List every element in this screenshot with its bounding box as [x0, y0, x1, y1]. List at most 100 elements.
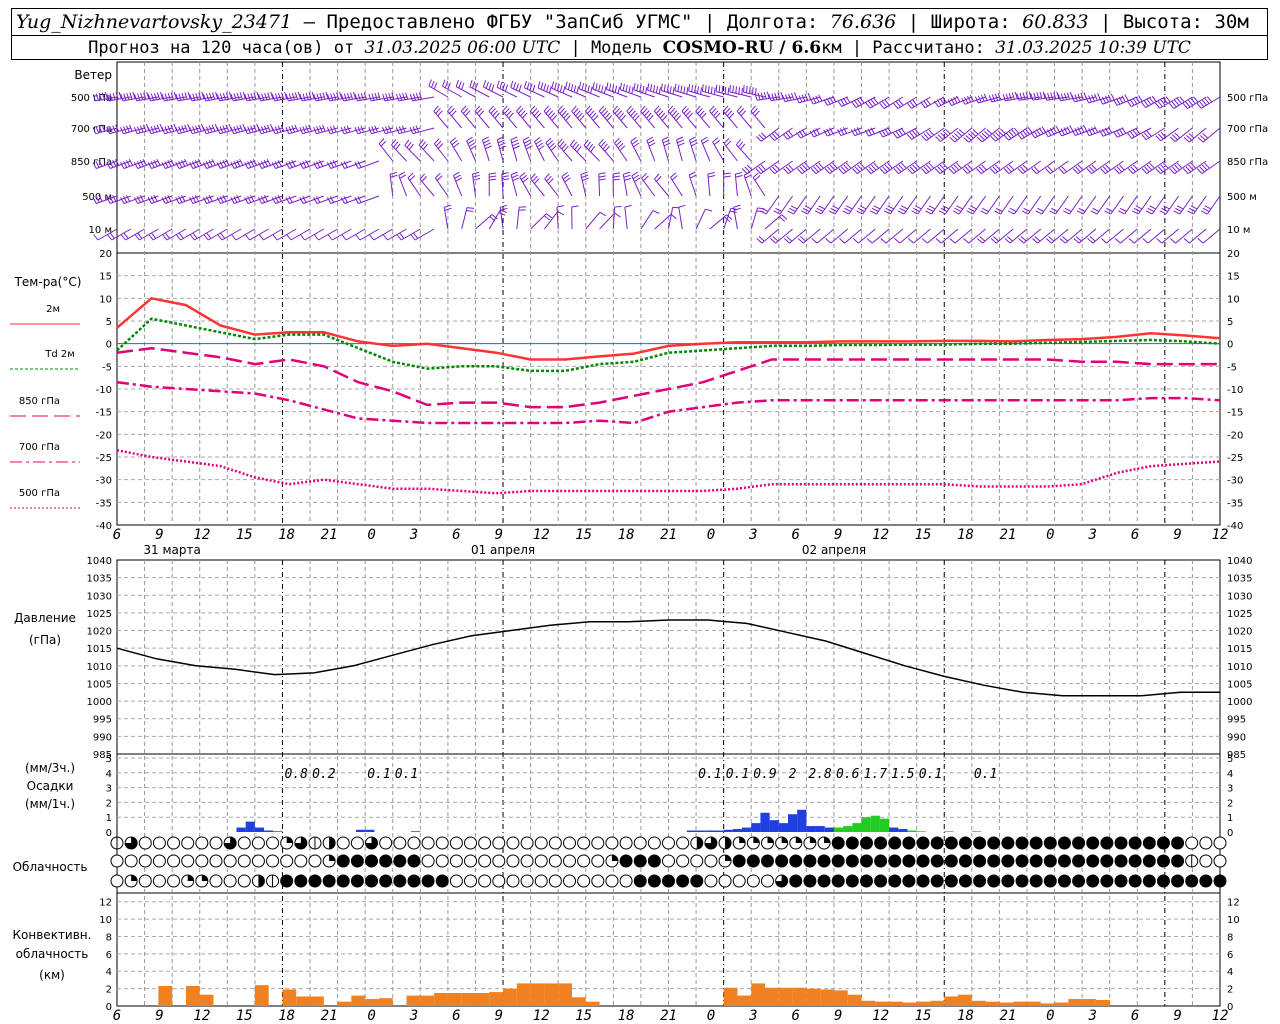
cloud-cover-symbol [718, 836, 732, 850]
cloud-overcast [1057, 874, 1071, 888]
cloud-quarter [809, 837, 816, 843]
wind-barb-feather [814, 210, 822, 215]
wind-barb [1128, 228, 1152, 244]
cloud-overcast [407, 854, 421, 868]
wind-barb-feather [1185, 166, 1192, 173]
wind-barb-feather [175, 234, 182, 241]
wind-barb-feather [630, 137, 637, 142]
x-tick: 15 [915, 527, 932, 543]
wind-barb-shaft [433, 143, 449, 162]
wind-barb-feather [909, 132, 915, 139]
wind-barb-feather [412, 126, 417, 134]
wind-barb-feather [233, 161, 238, 168]
wind-barb [640, 210, 660, 230]
x-tick-bottom: 6 [113, 1008, 121, 1024]
wind-barb-feather [655, 86, 659, 94]
wind-barb-feather [658, 87, 661, 95]
wind-barb-feather [228, 91, 233, 99]
wind-barb-feather [967, 164, 974, 171]
precip-bar [254, 827, 265, 832]
wind-barb [892, 127, 917, 139]
wind-barb-feather [713, 87, 716, 95]
wind-barb-feather [501, 172, 509, 175]
wind-barb-shaft [330, 127, 352, 135]
wind-barb-feather [1032, 238, 1039, 244]
wind-barb-feather [164, 161, 169, 168]
wind-barb-feather [95, 161, 100, 168]
precip-bar [732, 829, 743, 832]
wind-barb [626, 105, 642, 129]
wind-barb-feather [147, 127, 152, 134]
wind-barb-feather [879, 168, 886, 174]
wind-barb-feather [561, 171, 568, 177]
wind-barb-feather [666, 85, 669, 93]
precip-bar [889, 827, 899, 832]
conv-tick-right: 8 [1227, 932, 1233, 943]
cloud-quarter [781, 837, 788, 843]
wind-barb-feather [153, 195, 158, 202]
wind-barb-feather [1099, 97, 1104, 105]
cloud-cover-symbol [831, 836, 845, 850]
cloud-clear [237, 836, 251, 850]
wind-barb-feather [1104, 127, 1110, 135]
wind-barb-feather [175, 162, 180, 169]
wind-barb-shaft [570, 144, 587, 162]
wind-barb [534, 136, 545, 162]
precip-3h-label: 1.5 [891, 767, 915, 782]
x-tick: 12 [1212, 527, 1229, 543]
wind-barb-feather [963, 238, 970, 244]
wind-barb [938, 195, 959, 215]
wind-barb-feather [933, 100, 939, 108]
x-tick: 21 [660, 527, 677, 543]
x-tick: 18 [278, 527, 295, 543]
wind-barb-feather [533, 110, 540, 117]
wind-barb-shaft [668, 207, 674, 230]
wind-barb-feather [562, 174, 570, 180]
wind-barb-feather [184, 92, 188, 100]
wind-barb-feather [1171, 101, 1177, 108]
cloud-cover-symbol [888, 854, 902, 868]
wind-barb-feather [1163, 162, 1169, 169]
wind-barb [814, 195, 835, 215]
wind-barb-feather [120, 234, 126, 241]
cloud-cover-symbol [1015, 854, 1029, 868]
cloud-cover-symbol [464, 854, 478, 868]
wind-barb-shaft [968, 127, 986, 143]
wind-barb-feather [219, 232, 226, 239]
cloud-cover-symbol [577, 874, 591, 888]
wind-barb-feather [1049, 128, 1055, 135]
wind-barb [545, 137, 559, 162]
wind-barb-shaft [816, 228, 835, 244]
wind-barb-feather [677, 84, 680, 92]
wind-barb-feather [466, 210, 474, 212]
wind-barb-feather [659, 112, 666, 119]
wind-barb-feather [887, 127, 892, 134]
cloud-cover-symbol [803, 874, 817, 888]
wind-barb-shaft [857, 160, 876, 175]
wind-barb-shaft [612, 207, 616, 230]
wind-barb-feather [159, 91, 164, 99]
wind-barb [285, 195, 311, 204]
wind-barb-feather [532, 84, 536, 92]
cloud-cover-symbol [662, 854, 675, 868]
wind-barb-feather [914, 162, 921, 169]
cloud-cover-symbol [662, 874, 675, 888]
wind-barb-feather [704, 85, 707, 93]
wind-barb [1058, 160, 1083, 175]
cloud-cover-symbol [110, 874, 124, 888]
wind-barb-shaft [475, 214, 493, 230]
wind-barb-shaft [565, 88, 586, 98]
cloud-overcast [930, 836, 944, 850]
wind-barb-feather [707, 171, 715, 175]
wind-barb [729, 84, 752, 98]
cloud-cover-symbol [280, 854, 294, 868]
wind-barb [442, 79, 462, 98]
wind-barb-feather [798, 130, 804, 137]
wind-barb-shaft [398, 96, 421, 102]
wind-barb-feather [994, 210, 1001, 215]
wind-barb-feather [752, 172, 759, 178]
wind-barb-feather [646, 112, 652, 119]
wind-barb-shaft [1008, 160, 1028, 175]
wind-barb-feather [1027, 127, 1033, 134]
precip-bar [245, 821, 255, 832]
